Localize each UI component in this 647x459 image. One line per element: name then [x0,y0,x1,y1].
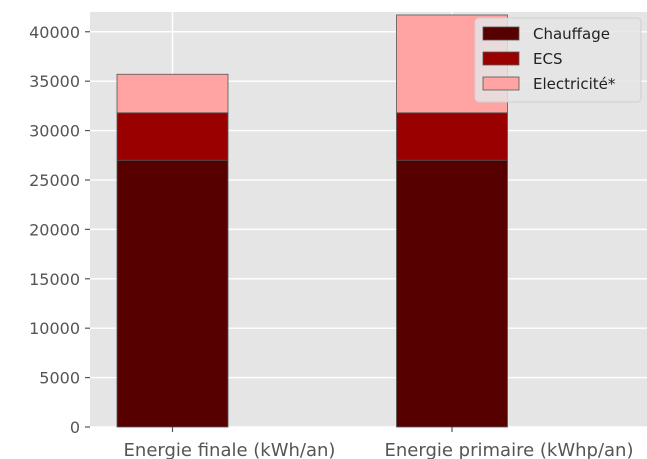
y-axis: 0 5000 10000 15000 20000 25000 30000 35000 40000 [29,23,90,437]
bar-electricit-0 [116,73,229,114]
legend-swatch [482,51,520,66]
y-tick-label: 40000 [29,23,80,42]
y-tick-label: 15000 [29,270,80,289]
x-tick-label: Energie finale (kWh/an) [124,440,336,459]
legend-label: Chauffage [533,25,610,43]
legend-label: ECS [533,50,562,68]
bar-ecs-0 [116,112,229,161]
bar-chauffage-1 [396,159,508,428]
legend-swatch [482,76,520,91]
y-tick-label: 35000 [29,72,80,91]
y-tick-label: 30000 [29,122,80,141]
y-tick-label: 25000 [29,171,80,190]
legend-label: Electricité* [533,75,616,93]
y-tick-label: 20000 [29,220,80,239]
x-tick-label: Energie primaire (kWhp/an) [385,440,634,459]
y-tick-label: 5000 [39,369,80,388]
legend: Chauffage ECS Electricité* [474,17,642,103]
y-tick-label: 10000 [29,319,80,338]
bar-ecs-1 [396,112,508,161]
bar-chauffage-0 [116,159,229,428]
legend-swatch [482,26,520,41]
x-axis: Energie finale (kWh/an) Energie primaire … [124,427,634,459]
y-tick-label: 0 [70,418,80,437]
